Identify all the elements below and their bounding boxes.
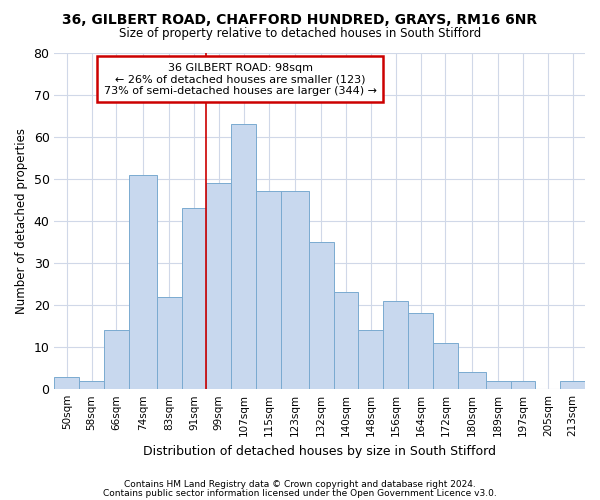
Text: 36 GILBERT ROAD: 98sqm
← 26% of detached houses are smaller (123)
73% of semi-de: 36 GILBERT ROAD: 98sqm ← 26% of detached… [104,62,377,96]
Bar [55,376,79,389]
Text: Size of property relative to detached houses in South Stifford: Size of property relative to detached ho… [119,28,481,40]
Y-axis label: Number of detached properties: Number of detached properties [15,128,28,314]
Bar [231,124,256,389]
Bar [334,292,358,389]
Text: 36, GILBERT ROAD, CHAFFORD HUNDRED, GRAYS, RM16 6NR: 36, GILBERT ROAD, CHAFFORD HUNDRED, GRAY… [62,12,538,26]
Bar [129,174,157,389]
Bar [358,330,383,389]
Text: Contains HM Land Registry data © Crown copyright and database right 2024.: Contains HM Land Registry data © Crown c… [124,480,476,489]
Bar [433,343,458,389]
Bar [309,242,334,389]
Text: Contains public sector information licensed under the Open Government Licence v3: Contains public sector information licen… [103,489,497,498]
Bar [383,301,408,389]
Bar [458,372,486,389]
Bar [182,208,206,389]
Bar [104,330,129,389]
Bar [511,381,535,389]
Bar [281,192,309,389]
Bar [79,381,104,389]
Bar [560,381,585,389]
Bar [408,314,433,389]
X-axis label: Distribution of detached houses by size in South Stifford: Distribution of detached houses by size … [143,444,496,458]
Bar [486,381,511,389]
Bar [157,296,182,389]
Bar [206,183,231,389]
Bar [256,192,281,389]
